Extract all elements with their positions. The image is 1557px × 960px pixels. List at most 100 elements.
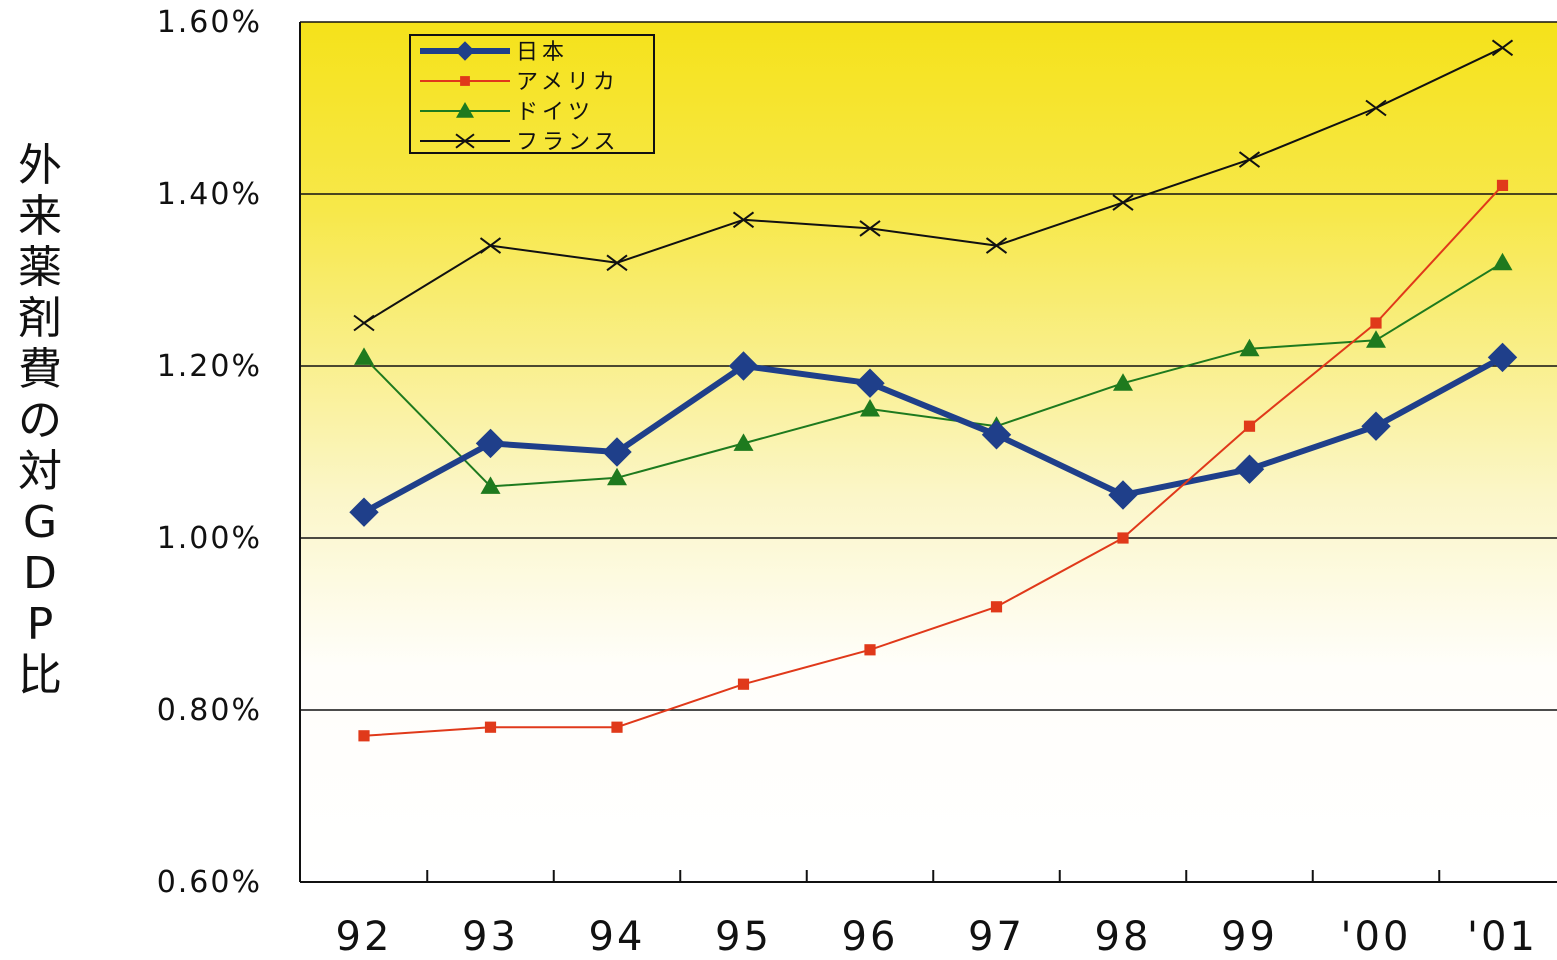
y-tick-label: 1.60%: [157, 5, 262, 40]
data-point-stroke: [1491, 39, 1514, 57]
data-point-stroke: [606, 254, 628, 272]
x-tick-label: 92: [336, 914, 393, 956]
data-point: [349, 497, 379, 527]
x-tick-labels: 92 93 94 95 96 97 98 99 '00 '01: [336, 914, 1538, 960]
y-axis-label-char: の: [18, 395, 62, 446]
series-group: [349, 39, 1518, 742]
data-point: [1366, 330, 1386, 348]
series-x: [353, 39, 1514, 332]
data-point-stroke: [985, 237, 1008, 254]
data-point: [981, 420, 1012, 450]
legend-label: ドイツ: [516, 100, 594, 125]
data-point: [602, 437, 632, 467]
data-point: [480, 476, 501, 494]
y-tick-label: 1.00%: [157, 521, 262, 556]
series-line: [363, 46, 1503, 324]
data-point: [479, 237, 502, 254]
y-tick-label: 0.80%: [157, 693, 262, 728]
data-point: [611, 721, 623, 733]
data-point: [353, 314, 375, 332]
x-tick-label: 93: [462, 914, 519, 956]
plot-background: [300, 22, 1557, 882]
y-tick-label: 1.20%: [157, 349, 262, 384]
legend-label: アメリカ: [516, 70, 619, 95]
legend-label: 日本: [516, 40, 568, 65]
y-axis-label-char: 外: [18, 140, 62, 191]
data-point: [606, 254, 628, 272]
y-axis-label-char: 剤: [18, 293, 62, 344]
data-point-stroke: [353, 314, 375, 332]
series-line: [363, 184, 1504, 737]
data-point: [1239, 338, 1260, 357]
data-point: [1487, 342, 1518, 373]
y-axis-label-char: D: [23, 548, 57, 599]
y-tick-labels: 0.60% 0.80% 1.00% 1.20% 1.40% 1.60%: [157, 5, 262, 900]
data-point: [475, 428, 506, 459]
data-point: [456, 102, 474, 118]
data-point: [1491, 39, 1514, 57]
data-point: [860, 399, 880, 417]
data-point-stroke: [1365, 99, 1387, 117]
series-line: [362, 354, 1504, 515]
x-tick-label: '00: [1341, 914, 1412, 956]
y-axis-label-char: 対: [18, 446, 62, 497]
legend-label: フランス: [516, 130, 620, 155]
data-point-stroke: [455, 133, 475, 149]
data-point: [855, 368, 885, 398]
data-point: [484, 721, 497, 733]
x-tick-label: 94: [589, 914, 646, 956]
y-tick-label: 1.40%: [157, 177, 262, 212]
data-point: [985, 237, 1008, 254]
y-axis-label-char: 費: [18, 344, 62, 395]
data-point: [1108, 480, 1138, 510]
data-point: [1370, 317, 1382, 329]
data-point: [607, 467, 627, 486]
data-point: [358, 730, 370, 742]
y-axis-label-char: G: [23, 497, 57, 548]
y-tick-label: 0.60%: [157, 865, 262, 900]
series-line: [363, 261, 1504, 488]
y-axis-label-char: P: [27, 599, 54, 650]
data-point: [1365, 99, 1387, 117]
data-point: [1496, 179, 1509, 191]
y-axis-label-char: 薬: [18, 242, 62, 293]
data-point: [1112, 194, 1134, 211]
x-tick-label: '01: [1467, 914, 1538, 956]
data-point: [1243, 420, 1256, 432]
data-point: [455, 41, 475, 61]
data-point: [1238, 151, 1261, 168]
x-tick-label: 96: [842, 914, 899, 956]
series-square: [358, 179, 1509, 742]
data-point-stroke: [1112, 194, 1134, 211]
data-point-stroke: [479, 237, 502, 254]
data-point-stroke: [859, 220, 881, 237]
data-point: [728, 351, 759, 381]
x-tick-label: 99: [1221, 914, 1278, 956]
y-axis-label-char: 比: [18, 650, 62, 701]
data-point: [733, 433, 754, 451]
data-point: [1113, 373, 1133, 391]
data-point: [732, 211, 755, 229]
legend-entry: アメリカ: [420, 70, 619, 95]
legend-entry: ドイツ: [420, 100, 594, 125]
data-point: [455, 133, 475, 149]
data-point: [859, 220, 881, 237]
y-axis-label-char: 来: [18, 191, 62, 242]
data-point: [354, 347, 374, 365]
legend-box: [409, 34, 655, 154]
series-diamond: [349, 342, 1518, 527]
data-point-stroke: [1238, 151, 1261, 168]
axes: [299, 22, 1557, 883]
data-point: [1117, 532, 1129, 544]
data-point: [1492, 252, 1513, 271]
gridlines: [300, 21, 1557, 711]
x-tick-label: 95: [715, 914, 772, 956]
legend-entry: フランス: [420, 130, 620, 155]
data-point: [1234, 454, 1265, 484]
x-tick-label: 98: [1095, 914, 1152, 956]
data-point: [1361, 411, 1391, 441]
